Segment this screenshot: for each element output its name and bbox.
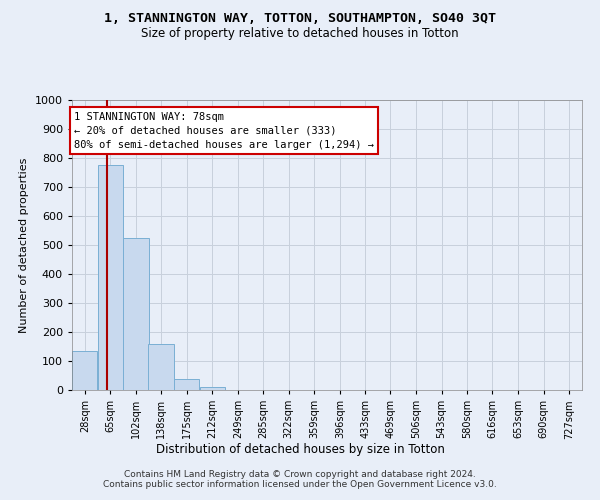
Y-axis label: Number of detached properties: Number of detached properties [19,158,29,332]
Bar [72,352,97,390]
Text: Distribution of detached houses by size in Totton: Distribution of detached houses by size … [155,442,445,456]
Bar [98,166,123,390]
Bar [148,344,173,390]
Text: Size of property relative to detached houses in Totton: Size of property relative to detached ho… [141,28,459,40]
Text: 1 STANNINGTON WAY: 78sqm
← 20% of detached houses are smaller (333)
80% of semi-: 1 STANNINGTON WAY: 78sqm ← 20% of detach… [74,112,374,150]
Text: Contains HM Land Registry data © Crown copyright and database right 2024.: Contains HM Land Registry data © Crown c… [124,470,476,479]
Bar [174,380,199,390]
Text: 1, STANNINGTON WAY, TOTTON, SOUTHAMPTON, SO40 3QT: 1, STANNINGTON WAY, TOTTON, SOUTHAMPTON,… [104,12,496,26]
Text: Contains public sector information licensed under the Open Government Licence v3: Contains public sector information licen… [103,480,497,489]
Bar [199,387,225,390]
Bar [123,238,149,390]
